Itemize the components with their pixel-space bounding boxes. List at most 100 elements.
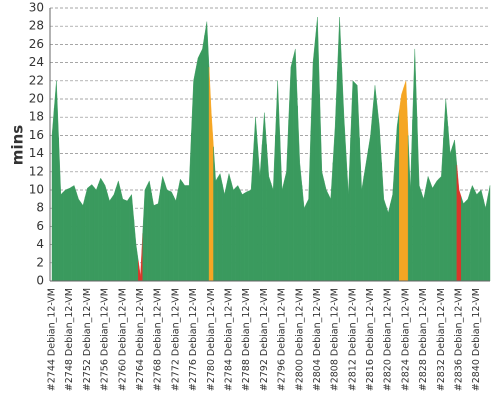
area-segment [465,192,471,282]
x-tick-label: #2788 Debian_12-VM [241,288,252,391]
y-tick-label: 10 [29,183,44,197]
area-segment [195,53,201,282]
area-segment [346,137,351,282]
area-segment [403,80,409,282]
x-tick-label: #2796 Debian_12-VM [277,288,288,391]
area-segment [155,189,161,282]
area-segment [275,80,281,282]
area-segment [239,189,245,282]
area-segment [138,233,143,282]
x-tick-label: #2748 Debian_12-VM [64,288,75,391]
area-segment [323,180,329,282]
area-segment [200,35,205,282]
area-segment [248,153,254,282]
area-segment [425,175,431,282]
area-segment [124,197,130,282]
y-tick-label: 2 [36,255,44,269]
x-tick-label: #2816 Debian_12-VM [365,288,376,391]
y-tick-label: 14 [29,146,44,160]
area-segment [447,126,453,282]
area-segment [430,182,435,282]
y-tick-label: 0 [36,274,44,288]
area-segment [288,58,294,282]
x-tick-label: #2784 Debian_12-VM [223,288,234,391]
area-segment [337,17,342,282]
area-segment [129,193,135,282]
area-segment [461,196,466,282]
x-tick-label: #2812 Debian_12-VM [347,288,358,391]
x-tick-label: #2760 Debian_12-VM [117,288,128,391]
area-segment [372,85,378,282]
area-segment [350,80,356,282]
area-segment [487,185,491,282]
area-segment [115,180,121,282]
area-segment [186,133,192,282]
x-tick-label: #2836 Debian_12-VM [454,288,465,391]
area-segment [328,162,334,282]
area-segment [368,110,373,282]
area-segment [478,189,484,282]
x-tick-label: #2792 Debian_12-VM [259,288,270,391]
area-segment [222,184,227,282]
area-segment [111,187,117,282]
x-tick-label: #2820 Debian_12-VM [383,288,394,391]
area-segment [421,187,427,282]
area-segment [310,39,316,282]
y-tick-label: 16 [29,128,44,142]
area-segment [434,178,440,282]
x-tick-label: #2752 Debian_12-VM [82,288,93,391]
x-tick-label: #2772 Debian_12-VM [170,288,181,391]
area-segment [292,48,298,282]
area-segment [146,180,152,282]
area-segment [407,119,413,282]
area-segment [133,219,139,282]
area-segment [71,185,77,282]
y-tick-label: 20 [29,92,44,106]
area-segment [151,193,157,282]
area-segment [385,203,391,282]
y-tick-label: 6 [36,219,44,233]
area-segment [102,181,108,282]
area-segment [182,181,188,282]
area-segment [394,110,400,282]
area-segment [412,48,418,282]
area-segment [469,184,475,282]
area-segment [169,190,174,282]
area-segment [456,164,462,282]
area-segment [226,173,232,282]
area-segment [443,98,449,282]
y-tick-label: 12 [29,164,44,178]
area-segment [297,105,303,282]
y-tick-label: 8 [36,201,44,215]
area-segment [474,189,480,282]
area-segment [315,17,320,282]
area-segment [319,94,325,282]
x-tick-label: #2808 Debian_12-VM [330,288,341,391]
area-segment [107,193,112,282]
area-segment [177,178,183,282]
y-tick-label: 18 [29,110,44,124]
y-tick-label: 30 [29,1,44,15]
y-tick-label: 26 [29,37,44,51]
area-segment [142,185,148,282]
area-segment [261,112,267,282]
area-segment [58,137,64,282]
x-tick-label: #2832 Debian_12-VM [436,288,447,391]
y-tick-label: 22 [29,73,44,87]
area-segment [244,190,250,282]
area-segment [438,137,444,282]
area-segment [279,135,285,282]
area-segment [160,176,166,282]
area-segment [120,189,126,282]
x-tick-label: #2744 Debian_12-VM [47,288,58,391]
area-segment [381,162,387,282]
area-segment [93,184,99,282]
area-segment [213,146,219,282]
area-segment [204,21,210,282]
area-segment [363,149,369,282]
area-segment [483,196,488,282]
area-segment [416,117,422,282]
area-segment [399,87,404,282]
area-segment [84,185,90,282]
